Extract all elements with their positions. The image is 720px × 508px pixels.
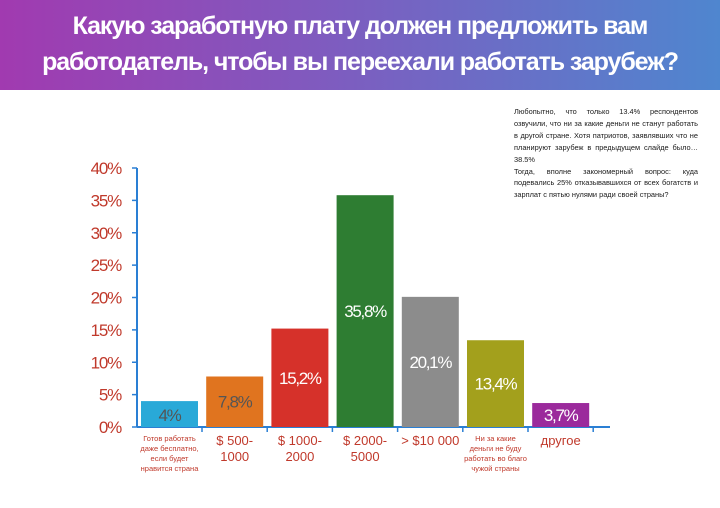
y-tick-label: 10% (91, 353, 123, 372)
category-label: нравится страна (141, 464, 200, 473)
title-line-2: работодатель, чтобы вы переехали работат… (42, 48, 679, 76)
commentary-paragraph-2: Тогда, вполне закономерный вопрос: куда … (514, 166, 698, 200)
y-tick-label: 25% (91, 256, 123, 275)
bar-value-label: 4% (159, 406, 182, 425)
bar-value-label: 15,2% (279, 369, 322, 388)
bar (206, 376, 264, 427)
category-label: работать во благо (464, 454, 527, 463)
bar-value-label: 13,4% (475, 375, 518, 394)
bar (532, 403, 590, 427)
y-tick-label: 35% (91, 191, 123, 210)
commentary-text: Любопытно, что только 13.4% респондентов… (514, 106, 698, 201)
bar (336, 195, 394, 427)
category-label: деньги не буду (470, 444, 522, 453)
bar (401, 296, 459, 427)
bar (141, 401, 198, 427)
category-label: 2000 (285, 449, 314, 464)
y-tick-label: 30% (91, 224, 123, 243)
title-line-1: Какую заработную плату должен предложить… (72, 12, 649, 40)
y-tick-label: 40% (91, 159, 123, 178)
category-label: другое (541, 433, 581, 448)
y-tick-label: 0% (99, 418, 122, 437)
category-label: Ни за какие (475, 434, 516, 443)
category-label: $ 2000- (343, 433, 387, 448)
bar-value-label: 35,8% (344, 302, 387, 321)
bar (467, 340, 524, 427)
category-label: $ 1000- (278, 433, 322, 448)
commentary-paragraph-1: Любопытно, что только 13.4% респондентов… (514, 107, 698, 164)
bar-value-label: 3,7% (544, 406, 579, 425)
bar-value-label: 20,1% (409, 353, 452, 372)
category-label: > $10 000 (401, 433, 459, 448)
category-label: 1000 (220, 449, 249, 464)
category-label: Готов работать (143, 434, 196, 443)
page-title: Какую заработную плату должен предложить… (0, 8, 720, 80)
y-tick-label: 15% (91, 321, 123, 340)
bar-value-label: 7,8% (218, 393, 253, 412)
y-tick-label: 20% (91, 289, 123, 308)
category-label: чужой страны (471, 464, 519, 473)
category-label: если будет (151, 454, 190, 463)
category-label: даже бесплатно, (140, 444, 198, 453)
title-banner: Какую заработную плату должен предложить… (0, 0, 720, 90)
category-label: 5000 (351, 449, 380, 464)
bar (271, 328, 329, 427)
y-tick-label: 5% (99, 386, 122, 405)
category-label: $ 500- (216, 433, 253, 448)
